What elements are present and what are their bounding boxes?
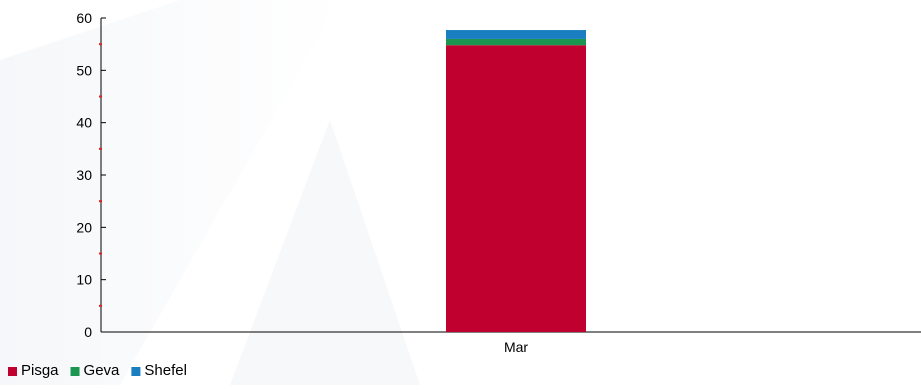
y-tick-label: 40	[76, 115, 92, 131]
legend: Pisga Geva Shefel	[8, 362, 187, 379]
y-tick-label: 50	[76, 62, 92, 78]
y-tick-label: 20	[76, 219, 92, 235]
legend-label-shefel: Shefel	[144, 362, 187, 379]
bar-shefel-mar	[446, 30, 586, 39]
bars	[446, 30, 586, 333]
bar-pisga-mar	[446, 45, 586, 333]
y-tick-label: 10	[76, 272, 92, 288]
axes: 0 10 20 30 40 50 60 Mar	[76, 10, 921, 355]
legend-label-pisga: Pisga	[21, 362, 59, 379]
legend-swatch-geva	[70, 367, 80, 376]
legend-label-geva: Geva	[84, 362, 121, 379]
x-tick-label: Mar	[504, 339, 528, 355]
legend-swatch-shefel	[131, 367, 141, 376]
bar-geva-mar	[446, 38, 586, 46]
legend-swatch-pisga	[8, 367, 17, 376]
y-tick-label: 0	[84, 324, 92, 340]
y-tick-label: 60	[76, 10, 92, 26]
y-tick-label: 30	[76, 167, 92, 183]
background-watermark	[0, 0, 420, 385]
